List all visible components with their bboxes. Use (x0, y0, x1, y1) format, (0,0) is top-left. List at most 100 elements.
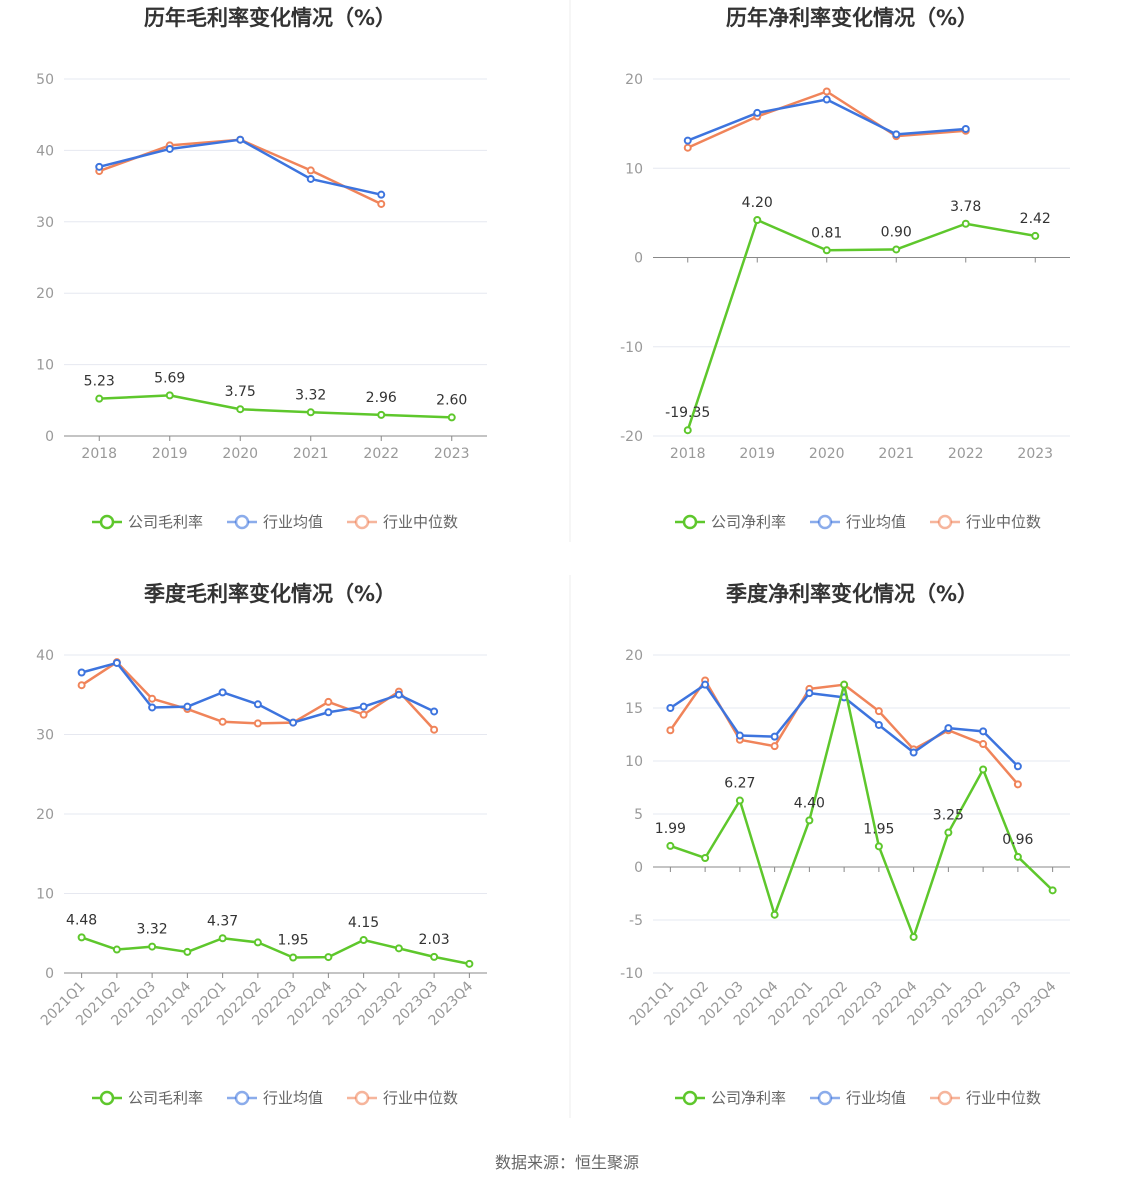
y-tick-label: 20 (625, 72, 643, 88)
y-tick-label: -10 (620, 340, 643, 356)
x-tick-label: 2018 (81, 446, 117, 462)
point-median (874, 707, 883, 716)
legend-swatch-marker (234, 1090, 250, 1106)
point-avg (77, 668, 86, 677)
x-tick-label: 2022 (948, 446, 984, 462)
data-label: 1.99 (655, 821, 686, 837)
legend-swatch-marker (817, 1090, 833, 1106)
point-company (770, 910, 779, 919)
point-median (148, 694, 157, 703)
point-median (218, 717, 227, 726)
y-tick-label: 0 (634, 860, 643, 876)
point-company (701, 853, 710, 862)
point-avg (394, 690, 403, 699)
x-tick-label: 2023 (434, 446, 470, 462)
point-avg (683, 136, 692, 145)
chart-title: 季度净利率变化情况（%） (726, 582, 978, 606)
point-avg (236, 135, 245, 144)
data-label: 3.25 (933, 808, 964, 824)
y-tick-label: -5 (629, 913, 643, 929)
data-label: 3.32 (295, 387, 326, 403)
legend-label: 行业中位数 (383, 1089, 458, 1107)
legend-swatch-marker (937, 1090, 953, 1106)
x-tick-label: 2018 (670, 446, 706, 462)
x-tick-label: 2023 (1017, 446, 1053, 462)
y-tick-label: 0 (634, 251, 643, 267)
point-avg (165, 144, 174, 153)
legend-item-company: 公司净利率 (675, 513, 786, 531)
point-company (840, 680, 849, 689)
point-company (95, 394, 104, 403)
x-tick-label: 2022 (363, 446, 399, 462)
point-avg (909, 748, 918, 757)
point-company (961, 219, 970, 228)
data-label: 5.23 (84, 374, 115, 390)
point-avg (944, 724, 953, 733)
y-tick-label: 10 (36, 358, 54, 374)
y-tick-label: 5 (634, 807, 643, 823)
y-tick-label: 40 (36, 648, 54, 664)
y-tick-label: 40 (36, 143, 54, 159)
point-median (770, 742, 779, 751)
data-label: 3.32 (137, 922, 168, 938)
y-tick-label: 10 (625, 161, 643, 177)
y-tick-label: 50 (36, 72, 54, 88)
point-company (979, 765, 988, 774)
data-label: 4.20 (742, 195, 773, 211)
data-label: 4.37 (207, 913, 238, 929)
point-avg (306, 174, 315, 183)
point-avg (377, 190, 386, 199)
point-company (236, 405, 245, 414)
legend-item-median: 行业中位数 (930, 1089, 1041, 1107)
point-avg (753, 108, 762, 117)
y-tick-label: 10 (36, 887, 54, 903)
point-company (148, 942, 157, 951)
point-avg (961, 124, 970, 133)
series-line-company (669, 683, 1054, 939)
point-avg (701, 680, 710, 689)
point-company (805, 816, 814, 825)
legend-item-median: 行业中位数 (930, 513, 1041, 531)
point-avg (253, 700, 262, 709)
data-label: 4.40 (794, 795, 825, 811)
data-label: 5.69 (154, 370, 185, 386)
data-label: 6.27 (724, 776, 755, 792)
point-median (253, 719, 262, 728)
point-company (218, 934, 227, 943)
legend-label: 公司净利率 (711, 513, 786, 531)
point-median (430, 725, 439, 734)
y-tick-label: -10 (620, 966, 643, 982)
data-label: 2.03 (419, 932, 450, 948)
point-company (909, 932, 918, 941)
point-avg (892, 130, 901, 139)
x-tick-label: 2021 (878, 446, 914, 462)
y-tick-label: 20 (36, 807, 54, 823)
data-label: 4.15 (348, 915, 379, 931)
point-company (112, 945, 121, 954)
point-company (165, 391, 174, 400)
point-company (289, 953, 298, 962)
legend-item-avg: 行业均值 (227, 513, 323, 531)
series-line-avg (98, 138, 382, 196)
point-avg (289, 718, 298, 727)
legend-swatch-marker (234, 514, 250, 530)
point-company (253, 938, 262, 947)
point-median (324, 697, 333, 706)
point-avg (805, 689, 814, 698)
data-label: 3.78 (950, 199, 981, 215)
data-label: 0.90 (881, 224, 912, 240)
point-company (1013, 852, 1022, 861)
legend-item-company: 公司净利率 (675, 1089, 786, 1107)
point-avg (666, 704, 675, 712)
legend-swatch-marker (682, 514, 698, 530)
point-avg (770, 732, 779, 741)
chart-title: 历年毛利率变化情况（%） (144, 6, 396, 30)
point-median (359, 710, 368, 719)
y-tick-label: 0 (45, 429, 54, 445)
point-avg (95, 162, 104, 171)
point-avg (324, 708, 333, 717)
legend-label: 公司净利率 (711, 1089, 786, 1107)
point-company (944, 828, 953, 837)
point-company (183, 947, 192, 956)
